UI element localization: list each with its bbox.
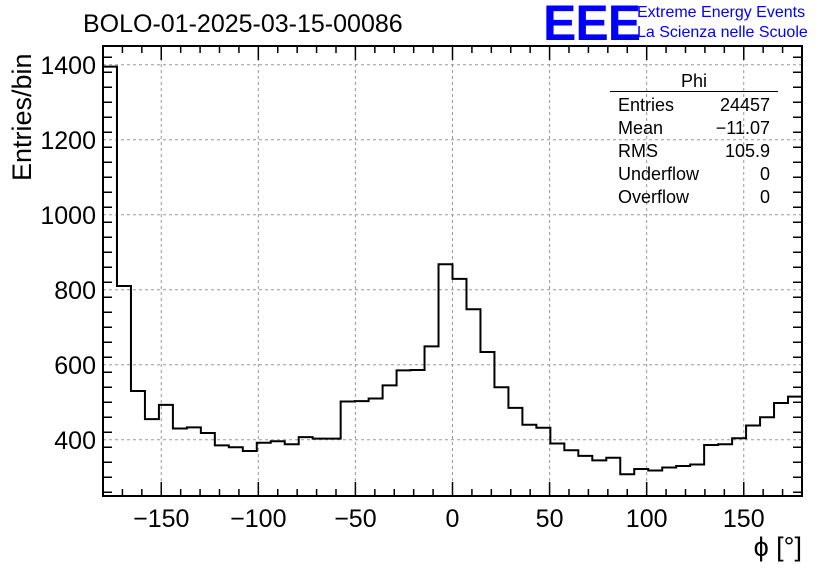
stats-label: Underflow (618, 164, 700, 184)
stats-title: Phi (610, 71, 778, 92)
stats-row-underflow: Underflow 0 (610, 163, 778, 186)
stats-value: −11.07 (715, 118, 770, 138)
x-tick-label: 50 (536, 505, 564, 533)
y-tick-label: 1200 (40, 127, 96, 155)
histogram-series-line (103, 65, 803, 476)
stats-box: Phi Entries 24457 Mean −11.07 RMS 105.9 … (610, 71, 778, 209)
stats-label: Overflow (618, 187, 690, 207)
stats-value: 105.9 (724, 141, 770, 161)
x-tick-label: 0 (446, 505, 460, 533)
x-axis-label: ϕ [°] (753, 532, 802, 562)
x-tick-labels: −150 −100 −50 0 50 100 150 (133, 505, 765, 533)
y-tick-label: 400 (54, 427, 96, 455)
x-tick-label: −50 (334, 505, 376, 533)
stats-row-entries: Entries 24457 (610, 94, 778, 117)
stats-row-rms: RMS 105.9 (610, 140, 778, 163)
stats-value: 0 (759, 187, 770, 207)
axis-ticks (102, 46, 803, 496)
stats-label: Entries (618, 95, 675, 115)
stats-value: 24457 (719, 95, 770, 115)
chart-title: BOLO-01-2025-03-15-00086 (83, 10, 403, 38)
plot-frame (102, 45, 803, 497)
grid-lines (103, 46, 802, 496)
stats-value: 0 (759, 164, 770, 184)
logo-line-1: Extreme Energy Events (637, 4, 806, 21)
y-tick-label: 1000 (40, 202, 96, 230)
y-tick-labels: 400 600 800 1000 1200 1400 (40, 52, 96, 455)
stats-row-overflow: Overflow 0 (610, 186, 778, 209)
y-tick-label: 800 (54, 277, 96, 305)
x-tick-label: 150 (723, 505, 765, 533)
y-axis-label: Entries/bin (7, 53, 37, 181)
stats-row-mean: Mean −11.07 (610, 117, 778, 140)
eee-logo: EEE (543, 0, 641, 51)
y-tick-label: 600 (54, 352, 96, 380)
x-tick-label: −100 (230, 505, 286, 533)
y-tick-label: 1400 (40, 52, 96, 80)
stats-label: Mean (618, 118, 664, 138)
x-tick-label: −150 (133, 505, 189, 533)
stats-label: RMS (618, 141, 658, 161)
logo-line-2: La Scienza nelle Scuole (637, 24, 808, 41)
x-tick-label: 100 (626, 505, 668, 533)
